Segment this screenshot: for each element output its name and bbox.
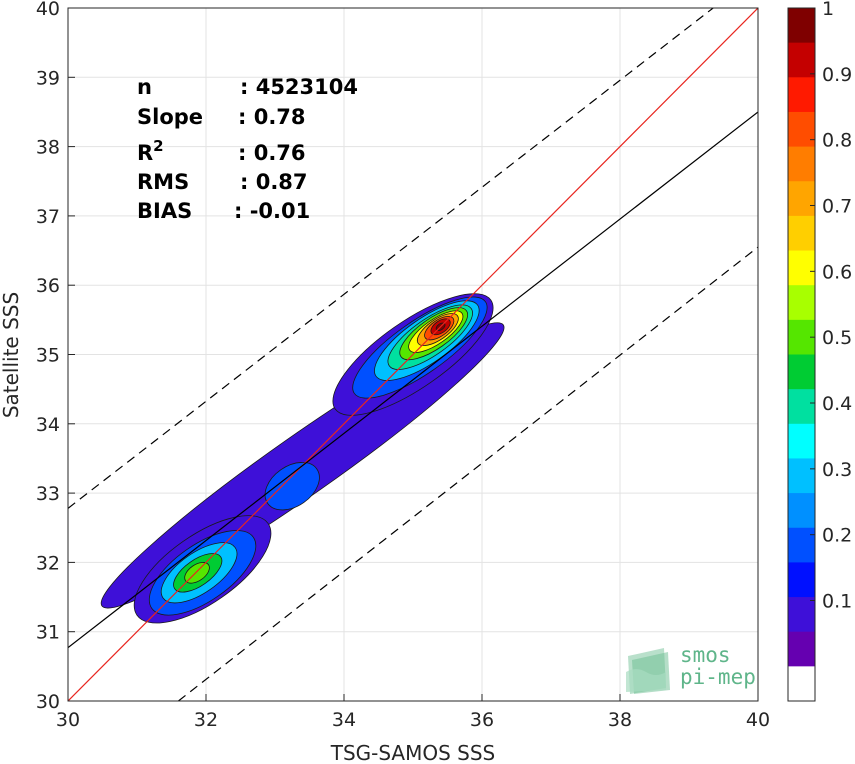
colorbar-level <box>788 597 815 633</box>
y-tick-label: 39 <box>36 67 60 89</box>
colorbar-level <box>788 215 815 252</box>
colorbar <box>787 7 816 702</box>
y-tick-label: 40 <box>36 0 60 20</box>
colorbar-level <box>788 250 815 286</box>
colorbar-level <box>788 8 815 44</box>
regression-line <box>68 111 758 649</box>
stat-label: Slope <box>137 105 203 129</box>
x-tick-label: 36 <box>470 709 494 731</box>
colorbar-level <box>788 354 815 390</box>
y-tick-label: 33 <box>36 483 60 505</box>
logo-line-2: pi-mep <box>680 665 756 689</box>
colorbar-level <box>788 527 815 563</box>
colorbar-tick-label: 0.6 <box>822 261 852 283</box>
y-tick-label: 36 <box>36 275 60 297</box>
y-tick-label: 35 <box>36 345 60 367</box>
stat-value: : -0.01 <box>234 199 310 223</box>
colorbar-frame <box>787 7 816 702</box>
colorbar-tick-label: 0.8 <box>822 130 852 152</box>
stat-value: : 0.78 <box>238 105 306 129</box>
y-tick-label: 34 <box>36 414 60 436</box>
colorbar-tick-label: 0.1 <box>822 591 852 613</box>
colorbar-tick-label: 0.7 <box>822 196 852 218</box>
logo-waves-icon <box>626 648 670 694</box>
colorbar-ticks: 0.1 0.2 0.3 0.4 0.5 0.6 0.7 0.8 0.9 1 <box>810 0 852 613</box>
y-axis-label: Satellite SSS <box>0 292 23 418</box>
stat-label: n <box>137 75 152 99</box>
colorbar-level <box>788 389 815 425</box>
x-tick-label: 34 <box>332 709 356 731</box>
reference-lines <box>68 8 758 701</box>
stat-value: : 0.87 <box>240 170 308 194</box>
lower-bound-line <box>178 246 758 701</box>
x-tick-label: 40 <box>746 709 770 731</box>
y-tick-label: 37 <box>36 206 60 228</box>
colorbar-tick-label: 0.9 <box>822 64 852 86</box>
colorbar-level <box>788 458 815 494</box>
colorbar-tick-label: 1 <box>822 0 834 20</box>
stat-label: R2 <box>137 137 164 165</box>
colorbar-level <box>788 285 815 321</box>
colorbar-level <box>788 666 815 702</box>
y-tick-label: 38 <box>36 137 60 159</box>
y-tick-label: 30 <box>36 691 60 713</box>
identity-line <box>68 8 758 701</box>
stat-label: BIAS <box>137 199 192 223</box>
colorbar-tick-label: 0.2 <box>822 525 852 547</box>
stat-label: RMS <box>137 170 189 194</box>
colorbar-level <box>788 111 815 148</box>
colorbar-level <box>788 493 815 529</box>
y-axis-ticks: 30 31 32 33 34 35 36 37 38 39 40 <box>36 0 75 713</box>
smos-pi-mep-logo: smos pi-mep <box>626 643 756 694</box>
x-axis-label: TSG-SAMOS SSS <box>330 741 496 764</box>
colorbar-tick-label: 0.5 <box>822 327 852 349</box>
colorbar-level <box>788 562 815 598</box>
logo-line-1: smos <box>680 643 731 667</box>
stat-value: : 0.76 <box>238 141 306 165</box>
upper-bound-line <box>68 8 714 509</box>
density-contour-mid <box>264 462 320 511</box>
y-tick-label: 31 <box>36 622 60 644</box>
x-tick-label: 30 <box>56 709 80 731</box>
colorbar-level <box>788 42 815 78</box>
x-tick-label: 32 <box>194 709 218 731</box>
colorbar-level <box>788 423 815 459</box>
colorbar-level <box>788 631 815 667</box>
statistics-box: n : 4523104 Slope : 0.78 R2 : 0.76 RMS : 0.87 BI… <box>137 75 358 223</box>
colorbar-level <box>788 77 815 113</box>
colorbar-level <box>788 181 815 217</box>
x-axis-ticks: 30 32 34 36 38 40 <box>56 694 770 731</box>
colorbar-tick-label: 0.3 <box>822 459 852 481</box>
y-tick-label: 32 <box>36 552 60 574</box>
colorbar-level <box>788 146 815 182</box>
stat-value: : 4523104 <box>240 75 358 99</box>
x-tick-label: 38 <box>608 709 632 731</box>
colorbar-tick-label: 0.4 <box>822 393 852 415</box>
